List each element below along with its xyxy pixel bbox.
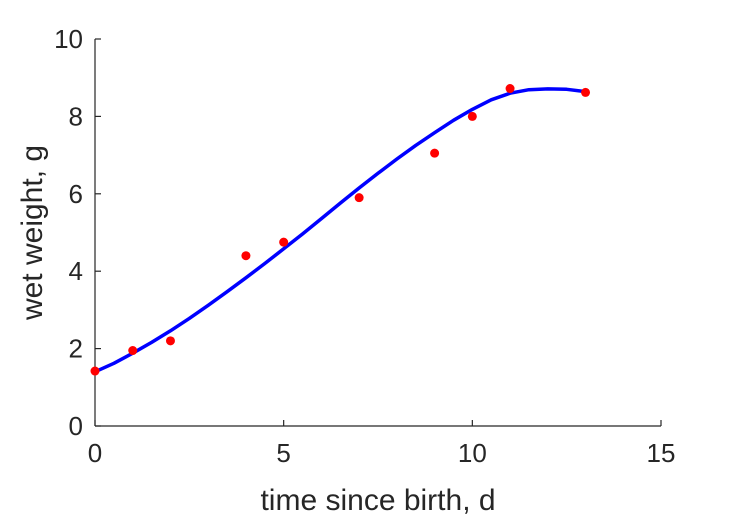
y-tick-label: 10 [54, 24, 83, 54]
y-tick-label: 8 [69, 101, 83, 131]
y-tick-label: 6 [69, 179, 83, 209]
y-axis-label: wet weight, g [16, 145, 49, 321]
x-tick-label: 15 [647, 438, 676, 468]
data-point [279, 237, 289, 247]
data-point [581, 87, 591, 97]
data-point [128, 346, 138, 356]
data-point [90, 366, 100, 376]
y-tick-label: 0 [69, 411, 83, 441]
axes: 0 5 10 15 0 2 4 6 8 10 [54, 24, 675, 468]
fit-curve [93, 87, 588, 374]
data-point [165, 336, 175, 346]
x-tick-label: 0 [88, 438, 102, 468]
y-tick-label: 4 [69, 256, 83, 286]
data-point [354, 193, 364, 203]
data-point [430, 148, 440, 158]
fit-curve-layer [93, 87, 588, 374]
data-points-layer [90, 84, 591, 376]
data-point [241, 251, 251, 261]
x-tick-label: 10 [458, 438, 487, 468]
data-point [467, 111, 477, 121]
x-axis-label: time since birth, d [260, 484, 495, 517]
data-point [505, 84, 515, 94]
y-tick-label: 2 [69, 334, 83, 364]
x-tick-label: 5 [276, 438, 290, 468]
